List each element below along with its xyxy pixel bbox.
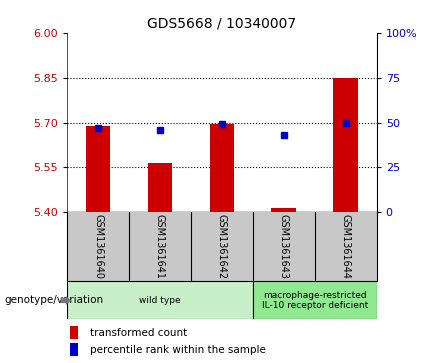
Text: transformed count: transformed count [90, 327, 187, 338]
Bar [253, 281, 377, 319]
Bar [86, 126, 110, 212]
Bar [70, 326, 78, 339]
Text: wild type: wild type [139, 296, 181, 305]
Bar [210, 124, 234, 212]
Text: GSM1361642: GSM1361642 [217, 214, 227, 280]
Text: genotype/variation: genotype/variation [4, 295, 103, 305]
Text: GSM1361641: GSM1361641 [155, 214, 165, 280]
Title: GDS5668 / 10340007: GDS5668 / 10340007 [147, 16, 297, 30]
Text: macrophage-restricted
IL-10 receptor deficient: macrophage-restricted IL-10 receptor def… [262, 291, 368, 310]
Text: GSM1361643: GSM1361643 [279, 214, 289, 280]
Bar [271, 208, 296, 212]
Text: GSM1361640: GSM1361640 [93, 214, 103, 280]
Text: GSM1361644: GSM1361644 [341, 214, 351, 280]
Bar [70, 343, 78, 356]
Bar [148, 163, 172, 212]
Bar [333, 78, 358, 212]
Text: percentile rank within the sample: percentile rank within the sample [90, 344, 266, 355]
Bar [67, 281, 253, 319]
